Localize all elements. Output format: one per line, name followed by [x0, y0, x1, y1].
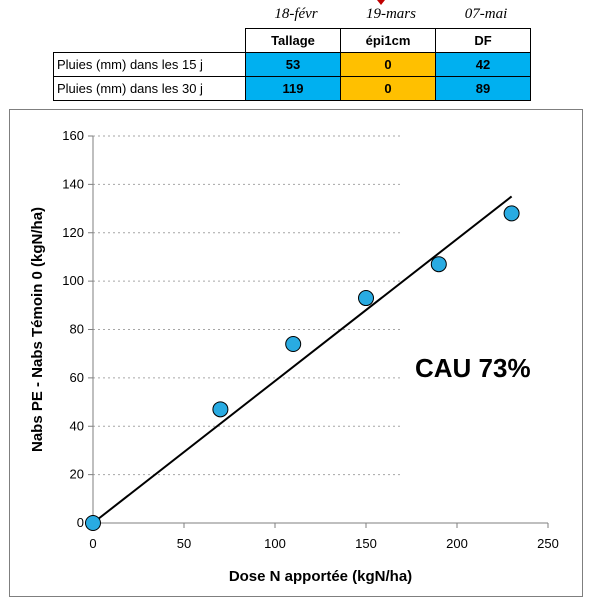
row-label-30j: Pluies (mm) dans les 30 j	[53, 76, 246, 101]
y-tick-label: 60	[70, 370, 84, 385]
date-epi1cm: 19-mars	[365, 6, 416, 22]
x-axis-title: Dose N apportée (kgN/ha)	[229, 568, 412, 585]
x-tick-label: 200	[446, 536, 468, 551]
y-tick-label: 100	[62, 273, 84, 288]
data-point	[212, 401, 229, 418]
y-tick-label: 80	[70, 322, 84, 337]
table-row: Pluies (mm) dans les 30 j 119 0 89	[53, 76, 531, 101]
data-point	[358, 290, 374, 307]
y-tick-label: 140	[62, 176, 84, 191]
date-df: 07-mai	[464, 6, 508, 22]
table-row: Pluies (mm) dans les 15 j 53 0 42	[53, 52, 531, 77]
rain-cell: 0	[340, 52, 436, 77]
x-tick-label: 100	[264, 536, 286, 551]
date-tallage: 18-févr	[274, 6, 318, 22]
y-tick-label: 0	[77, 515, 84, 530]
cau-annotation: CAU 73%	[415, 353, 531, 383]
data-point	[85, 515, 101, 531]
x-ticks: 0 50 100 150 200 250	[89, 523, 559, 551]
x-tick-label: 0	[89, 536, 96, 551]
rain-cell: 119	[245, 76, 341, 101]
data-point	[285, 336, 302, 353]
y-ticks: 0 20 40 60 80 100 120 140 160	[62, 128, 93, 530]
x-tick-label: 250	[537, 536, 559, 551]
caret-icon	[377, 0, 385, 5]
y-tick-label: 120	[62, 225, 84, 240]
stage-header-df: DF	[435, 28, 531, 53]
stage-header-tallage: Tallage	[245, 28, 341, 53]
gridlines	[93, 135, 400, 476]
x-tick-label: 150	[355, 536, 377, 551]
chart-frame	[9, 109, 583, 597]
rainfall-table: Tallage épi1cm DF Pluies (mm) dans les 1…	[53, 28, 531, 101]
data-point	[430, 256, 447, 273]
y-tick-label: 160	[62, 128, 84, 143]
rain-cell: 53	[245, 52, 341, 77]
y-tick-label: 20	[70, 467, 84, 482]
stage-dates-row: 18-févr 19-mars 07-mai	[0, 6, 594, 24]
table-header-row: Tallage épi1cm DF	[54, 28, 531, 53]
y-tick-label: 40	[70, 418, 84, 433]
data-point	[503, 205, 520, 222]
y-axis-title: Nabs PE - Nabs Témoin 0 (kgN/ha)	[29, 207, 46, 452]
data-points	[85, 205, 520, 531]
x-tick-label: 50	[177, 536, 191, 551]
rain-cell: 89	[435, 76, 531, 101]
trendline	[92, 195, 513, 524]
rain-cell: 0	[340, 76, 436, 101]
